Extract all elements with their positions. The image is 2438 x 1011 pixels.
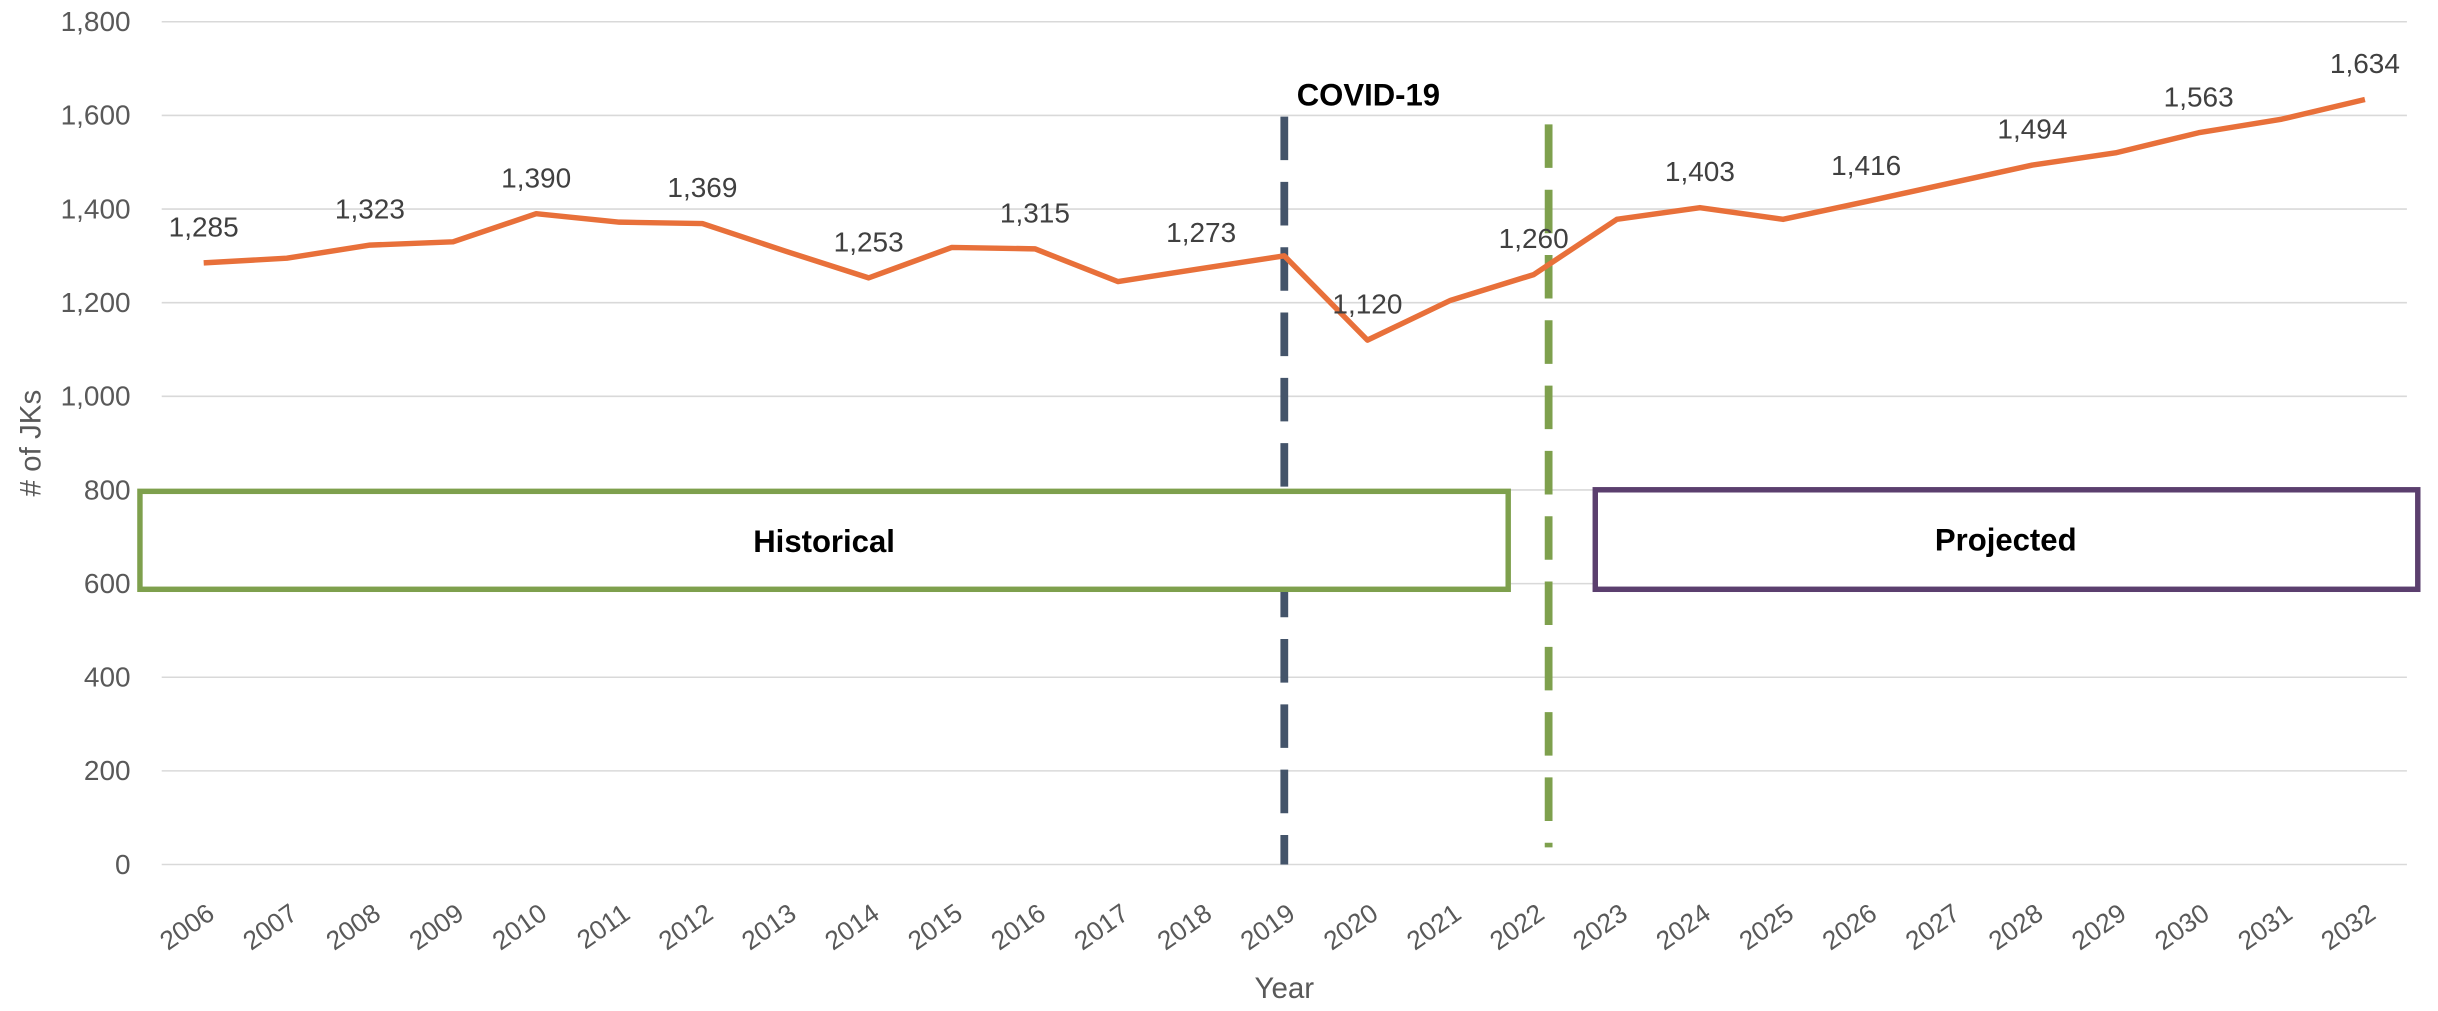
- x-tick-label: 2009: [404, 898, 469, 956]
- data-label: 1,369: [667, 172, 737, 203]
- projected-label: Projected: [1935, 522, 2077, 557]
- x-tick-label: 2023: [1567, 898, 1632, 956]
- data-label: 1,323: [335, 194, 405, 225]
- x-tick-label: 2012: [653, 898, 718, 956]
- data-label: 1,416: [1831, 150, 1901, 181]
- data-label: 1,285: [169, 211, 239, 242]
- x-tick-label: 2006: [154, 898, 219, 956]
- x-tick-label: 2018: [1152, 898, 1217, 956]
- x-tick-label: 2017: [1069, 898, 1134, 956]
- x-tick-label: 2020: [1318, 898, 1383, 956]
- y-tick-label: 1,800: [61, 6, 131, 37]
- data-label: 1,494: [1997, 114, 2067, 145]
- x-tick-label: 2027: [1900, 898, 1965, 956]
- x-tick-label: 2025: [1734, 898, 1799, 956]
- y-tick-label: 600: [84, 568, 131, 599]
- y-tick-label: 1,400: [61, 193, 131, 224]
- data-label: 1,253: [834, 226, 904, 257]
- x-tick-label: 2022: [1484, 898, 1549, 956]
- data-label: 1,403: [1665, 156, 1735, 187]
- x-tick-label: 2013: [736, 898, 801, 956]
- y-tick-label: 1,600: [61, 100, 131, 131]
- x-axis-label: Year: [1254, 972, 1314, 1005]
- historical-label: Historical: [753, 524, 895, 559]
- y-tick-label: 1,000: [61, 381, 131, 412]
- x-tick-label: 2029: [2066, 898, 2131, 956]
- x-tick-label: 2026: [1817, 898, 1882, 956]
- projected-box: [1592, 487, 2421, 593]
- x-tick-label: 2021: [1401, 898, 1466, 956]
- data-label: 1,120: [1332, 289, 1402, 320]
- y-tick-label: 1,200: [61, 287, 131, 318]
- x-tick-label: 2007: [237, 898, 302, 956]
- x-tick-label: 2028: [1983, 898, 2048, 956]
- x-tick-label: 2011: [571, 898, 635, 955]
- x-tick-label: 2032: [2315, 898, 2380, 956]
- data-label: 1,563: [2164, 81, 2234, 112]
- y-tick-label: 0: [115, 849, 131, 880]
- data-label: 1,273: [1166, 217, 1236, 248]
- x-tick-label: 2019: [1235, 898, 1300, 956]
- x-tick-label: 2010: [487, 898, 552, 956]
- covid-label: COVID-19: [1297, 78, 1440, 113]
- data-label: 1,315: [1000, 197, 1070, 228]
- x-tick-label: 2024: [1650, 898, 1715, 956]
- x-tick-label: 2031: [2232, 898, 2297, 956]
- data-label: 1,390: [501, 162, 571, 193]
- y-tick-label: 800: [84, 474, 131, 505]
- y-axis-label: # of JKs: [14, 390, 47, 497]
- x-tick-label: 2008: [320, 898, 385, 956]
- historical-box: [137, 488, 1511, 593]
- x-tick-label: 2016: [985, 898, 1050, 956]
- data-label: 1,634: [2330, 48, 2400, 79]
- y-tick-label: 400: [84, 662, 131, 693]
- x-tick-label: 2030: [2149, 898, 2214, 956]
- series-line: [203, 96, 2366, 343]
- x-tick-label: 2014: [819, 898, 884, 956]
- data-label: 1,260: [1499, 223, 1569, 254]
- y-tick-label: 200: [84, 755, 131, 786]
- x-tick-label: 2015: [902, 898, 967, 956]
